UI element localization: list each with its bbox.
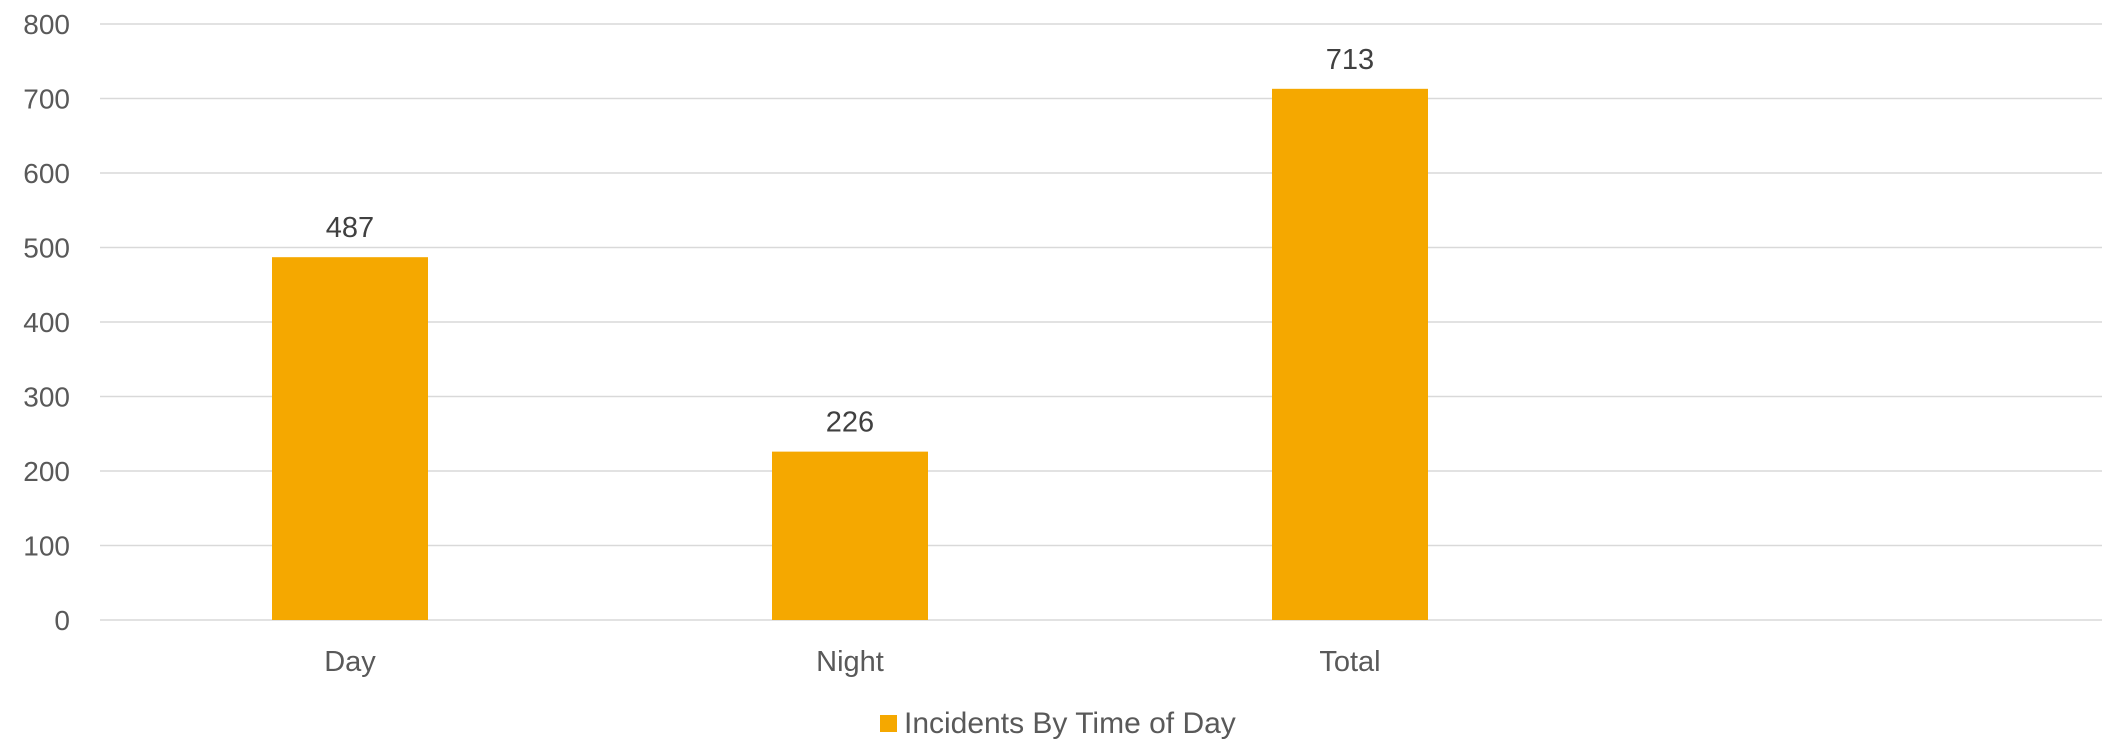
x-axis-category-labels: Day Night Total bbox=[324, 646, 1380, 678]
category-label-night: Night bbox=[816, 646, 884, 678]
bars bbox=[272, 88, 1428, 620]
y-tick-label-600: 600 bbox=[23, 158, 70, 189]
data-label-night: 226 bbox=[826, 407, 874, 439]
legend-swatch bbox=[880, 715, 897, 732]
y-tick-label-300: 300 bbox=[23, 382, 70, 413]
data-label-day: 487 bbox=[326, 212, 374, 244]
y-tick-label-0: 0 bbox=[54, 605, 70, 636]
y-tick-label-100: 100 bbox=[23, 531, 70, 562]
data-label-total: 713 bbox=[1326, 44, 1374, 76]
bar-total bbox=[1272, 88, 1428, 620]
category-label-day: Day bbox=[324, 646, 376, 678]
y-axis-tick-labels: 0 100 200 300 400 500 600 700 800 bbox=[23, 9, 70, 636]
legend: Incidents By Time of Day bbox=[880, 707, 1236, 740]
y-tick-label-800: 800 bbox=[23, 9, 70, 40]
gridlines bbox=[100, 23, 2102, 621]
bar-night bbox=[772, 451, 928, 620]
bar-day bbox=[272, 257, 428, 620]
y-tick-label-700: 700 bbox=[23, 84, 70, 115]
category-label-total: Total bbox=[1319, 646, 1380, 678]
legend-label: Incidents By Time of Day bbox=[904, 707, 1236, 740]
y-tick-label-200: 200 bbox=[23, 456, 70, 487]
data-labels: 487 226 713 bbox=[326, 44, 1374, 439]
y-tick-label-500: 500 bbox=[23, 233, 70, 264]
y-tick-label-400: 400 bbox=[23, 307, 70, 338]
